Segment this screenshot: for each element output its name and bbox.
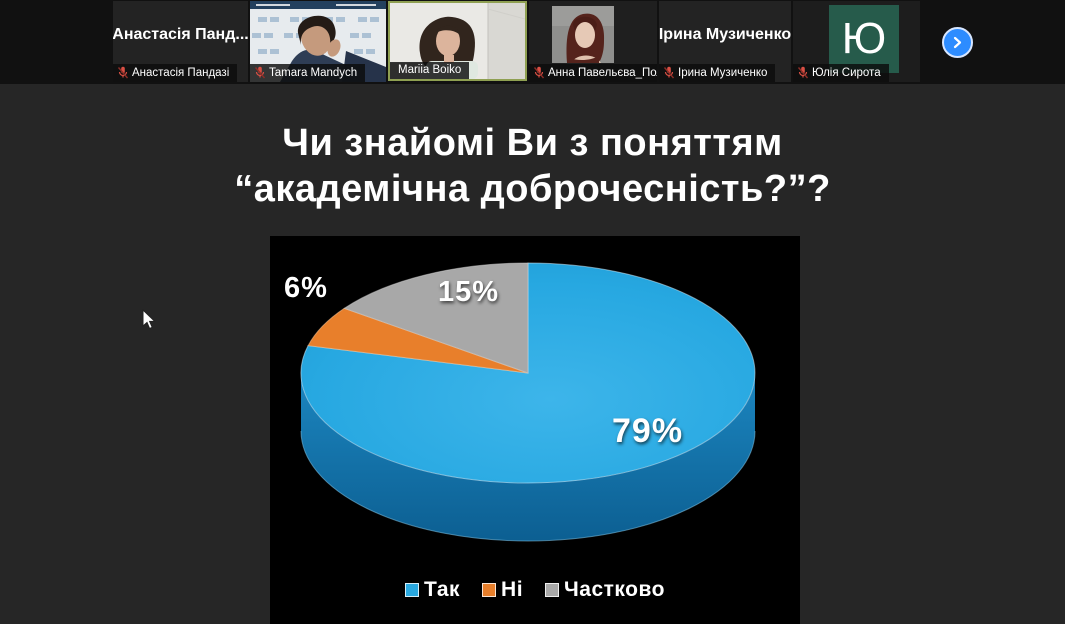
next-participants-button[interactable] [942,27,973,58]
muted-mic-icon [663,66,675,79]
avatar-initial: Ю [829,5,899,73]
participant-strip: Анастасія Панд... Анастасія Пандазі [0,0,1065,84]
muted-mic-icon [117,66,129,79]
participant-display-name: Анастасія Панд... [113,25,248,43]
pie-slice-chastkovo [343,262,529,374]
participant-name-label: Ірина Музиченко [678,66,768,79]
participant-tile-anna[interactable]: Анна Павельєва_Полт... [529,1,657,82]
legend-swatch-chastkovo [545,583,560,597]
pie-chart-panel: 79% 6% 15% Так Ні Частково [270,236,800,624]
participant-name-bar: Анастасія Пандазі [113,64,238,82]
legend-label-ni: Ні [501,578,524,601]
participant-tile-iryna[interactable]: Ірина Музиченко Ірина Музиченко [659,1,791,82]
participant-name-bar: Анна Павельєва_Полт... [529,64,657,82]
participant-name-label: Анна Павельєва_Полт... [548,66,657,79]
chevron-right-icon [953,36,962,49]
participant-display-name: Ірина Музиченко [659,25,791,43]
data-label-ni: 6% [284,272,328,304]
legend-item-tak: Так [405,578,460,602]
profile-photo [529,1,657,82]
legend-swatch-ni [482,583,497,597]
pie-side-rim [301,373,755,541]
participant-tile-yuliia[interactable]: Ю Юлія Сирота [793,1,920,82]
participant-name-bar: Юлія Сирота [793,64,889,82]
muted-mic-icon [254,66,266,79]
legend-label-tak: Так [424,578,461,601]
participant-tile-anastasiia[interactable]: Анастасія Панд... Анастасія Пандазі [113,1,248,82]
pie-chart-3d [300,262,756,542]
chart-legend: Так Ні Частково [270,578,800,602]
data-label-tak: 79% [612,412,684,450]
participant-tile-mariia-active-speaker[interactable]: Mariia Boiko [388,1,527,81]
participant-tile-tamara[interactable]: Tamara Mandych [250,1,386,82]
participant-name-bar: Ірина Музиченко [659,64,776,82]
legend-item-chastkovo: Частково [545,578,665,602]
legend-item-ni: Ні [482,578,523,602]
participant-name-bar: Mariia Boiko [390,62,470,79]
participant-name-label: Юлія Сирота [812,66,881,79]
participant-name-label: Анастасія Пандазі [132,66,230,79]
data-label-chastkovo: 15% [438,276,500,308]
participant-name-label: Mariia Boiko [398,64,462,76]
participant-name-label: Tamara Mandych [269,66,358,79]
participant-name-bar: Tamara Mandych [250,64,366,82]
muted-mic-icon [533,66,545,79]
slide-title-line1: Чи знайомі Ви з поняттям [282,122,783,164]
mouse-cursor [142,309,156,330]
slide-title: Чи знайомі Ви з поняттям “академічна доб… [0,120,1065,212]
avatar-initial-letter: Ю [841,14,887,63]
legend-swatch-tak [405,583,420,597]
legend-label-chastkovo: Частково [564,578,665,601]
slide-title-line2: “академічна доброчесність?”? [234,168,831,210]
shared-screen-slide: Чи знайомі Ви з поняттям “академічна доб… [0,84,1065,624]
muted-mic-icon [797,66,809,79]
